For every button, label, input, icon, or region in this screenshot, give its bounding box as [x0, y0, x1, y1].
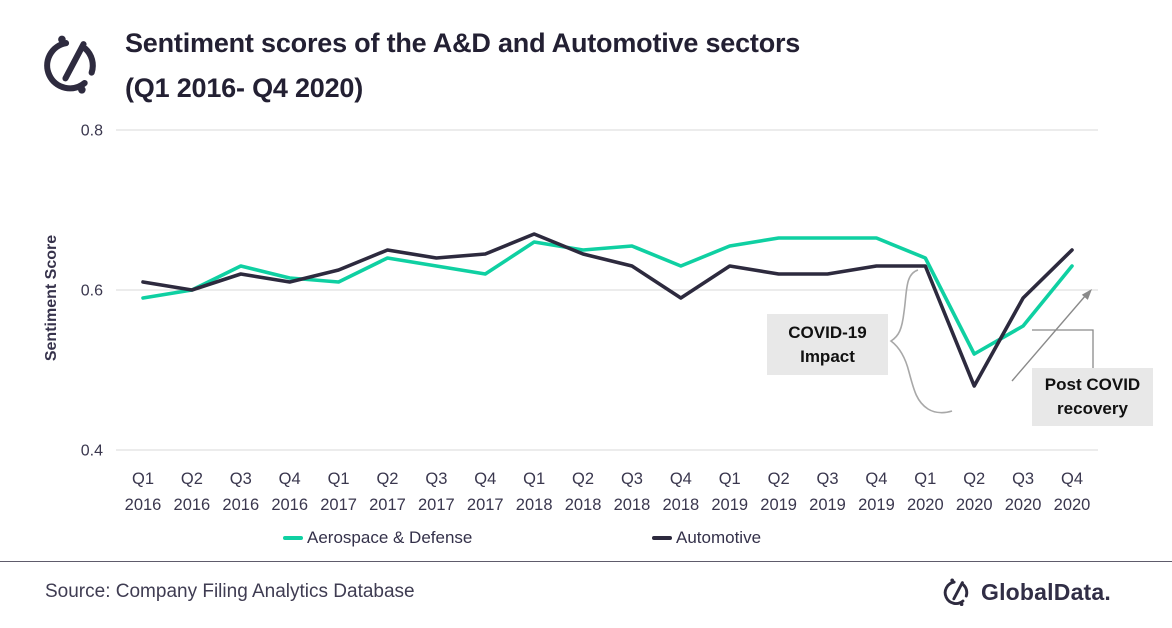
x-tick-label: Q4 2019: [858, 470, 895, 514]
series-layer: [141, 232, 1074, 388]
x-tick-label: Q3 2018: [614, 470, 651, 514]
x-tick-label: Q4 2016: [271, 470, 308, 514]
y-tick-label: 0.8: [81, 123, 103, 140]
recovery-arrow-head-icon: [1081, 289, 1092, 300]
x-tick-label: Q2 2020: [956, 470, 993, 514]
x-tick-label: Q2 2019: [760, 470, 797, 514]
x-tick-label: Q3 2016: [222, 470, 259, 514]
page-title-line1: Sentiment scores of the A&D and Automoti…: [125, 28, 801, 58]
covid-impact-line2: Impact: [800, 346, 855, 366]
axis-labels-layer: 0.8 0.6 0.4 Q1 2016 Q2 2016 Q3 2016 Q4 2016 Q1 2017 Q…: [81, 123, 1091, 515]
legend-label-automotive: Automotive: [676, 528, 762, 547]
globaldata-compass-icon: [938, 574, 974, 610]
page-title-line2: (Q1 2016- Q4 2020): [125, 73, 364, 103]
recovery-arrow-shaft: [1011, 294, 1087, 382]
x-tick-label: Q3 2020: [1005, 470, 1042, 514]
legend-swatch-automotive: [652, 536, 672, 540]
x-tick-label: Q1 2018: [516, 470, 553, 514]
legend-item-automotive: Automotive: [652, 528, 761, 548]
x-tick-label: Q4 2020: [1054, 470, 1091, 514]
y-axis-title: Sentiment Score: [43, 234, 60, 362]
x-tick-label: Q2 2018: [565, 470, 602, 514]
x-tick-label: Q3 2019: [809, 470, 846, 514]
covid-dip-brace: [889, 269, 953, 414]
covid-impact-callout: COVID-19 Impact: [767, 314, 888, 375]
x-tick-label: Q4 2018: [662, 470, 699, 514]
y-tick-label: 0.6: [81, 283, 103, 300]
post-covid-line1: Post COVID: [1044, 375, 1141, 394]
legend-item-aerospace-defense: Aerospace & Defense: [283, 528, 472, 548]
x-tick-label: Q2 2016: [174, 470, 211, 514]
legend-label-aerospace-defense: Aerospace & Defense: [307, 528, 473, 547]
x-tick-label: Q1 2017: [320, 470, 357, 514]
y-tick-label: 0.4: [81, 443, 103, 460]
post-covid-line2: recovery: [1057, 399, 1128, 418]
covid-impact-line1: COVID-19: [788, 322, 867, 342]
globaldata-logo: GlobalData.: [938, 574, 1111, 610]
x-tick-label: Q3 2017: [418, 470, 455, 514]
series-line-aerospace-defense: [141, 236, 1074, 356]
x-tick-label: Q1 2016: [125, 470, 162, 514]
legend-swatch-aerospace-defense: [283, 536, 303, 540]
x-tick-label: Q4 2017: [467, 470, 504, 514]
x-tick-label: Q2 2017: [369, 470, 406, 514]
annotation-shapes: [889, 269, 1094, 414]
x-tick-label: Q1 2020: [907, 470, 944, 514]
footer-divider: [0, 561, 1172, 562]
post-covid-recovery-callout: Post COVID recovery: [1032, 368, 1153, 426]
series-line-automotive: [141, 232, 1074, 388]
globaldata-logo-text: GlobalData.: [981, 578, 1112, 605]
gridlines-layer: [116, 129, 1098, 451]
source-note: Source: Company Filing Analytics Databas…: [45, 581, 415, 602]
x-tick-label: Q1 2019: [711, 470, 748, 514]
page-title: Sentiment scores of the A&D and Automoti…: [125, 21, 1025, 111]
post-covid-connector: [1032, 329, 1094, 368]
